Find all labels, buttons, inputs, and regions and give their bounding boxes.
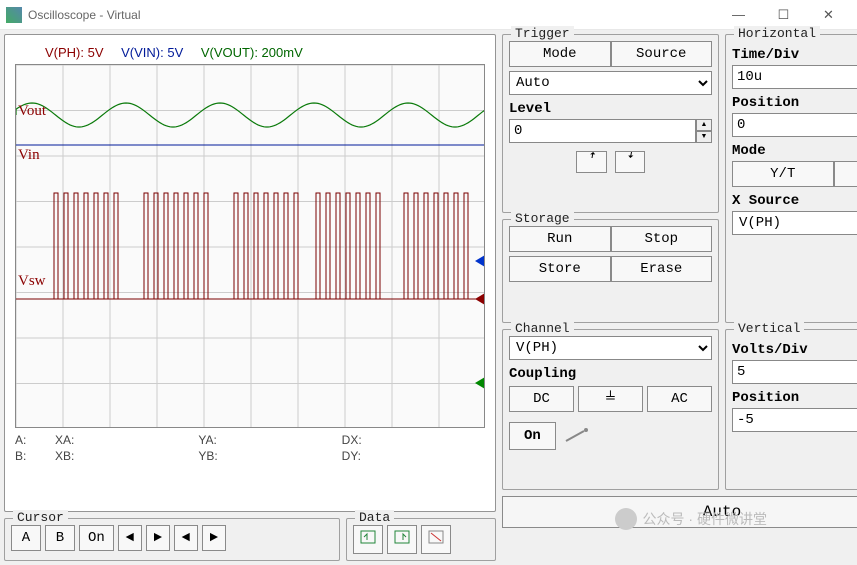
- coupling-ac-button[interactable]: AC: [647, 386, 712, 412]
- label-vout: Vout: [18, 103, 46, 120]
- storage-legend: Storage: [511, 211, 574, 226]
- channel-select[interactable]: V(PH): [509, 336, 712, 360]
- coupling-gnd-button[interactable]: ╧: [578, 386, 643, 412]
- stop-button[interactable]: Stop: [611, 226, 713, 252]
- hpos-input[interactable]: [732, 113, 857, 137]
- vertical-panel: Vertical Volts/Div ▲▼ Position ▲▼: [725, 329, 857, 490]
- data-panel: Data: [346, 518, 496, 561]
- scope-frame: V(PH): 5V V(VIN): 5V V(VOUT): 200mV Vout…: [4, 34, 496, 512]
- data-legend: Data: [355, 510, 394, 525]
- cursor-a-button[interactable]: A: [11, 525, 41, 551]
- app-icon: [6, 7, 22, 23]
- hmode-label: Mode: [732, 143, 857, 159]
- legend-ph: V(PH): 5V: [45, 45, 104, 60]
- trigger-source-button[interactable]: Source: [611, 41, 713, 67]
- probe-icon[interactable]: [564, 427, 592, 445]
- storage-panel: Storage Run Stop Store Erase: [502, 219, 719, 322]
- auto-button[interactable]: Auto: [502, 496, 857, 528]
- cursor-left-coarse-icon[interactable]: ◄: [118, 525, 142, 551]
- channel-on-button[interactable]: On: [509, 422, 556, 450]
- mode-yt-button[interactable]: Y/T: [732, 161, 834, 187]
- cursor-on-button[interactable]: On: [79, 525, 114, 551]
- trigger-legend: Trigger: [511, 26, 574, 41]
- trigger-mode-button[interactable]: Mode: [509, 41, 611, 67]
- data-save-icon[interactable]: [353, 525, 383, 554]
- readout-yb: YB:: [198, 448, 341, 464]
- horizontal-panel: Horizontal Time/Div ▲▼ Position ▲▼ Mode …: [725, 34, 857, 323]
- erase-button[interactable]: Erase: [611, 256, 713, 282]
- store-button[interactable]: Store: [509, 256, 611, 282]
- channel-legend: Channel: [511, 321, 574, 336]
- vpos-input[interactable]: [732, 408, 857, 432]
- data-clear-icon[interactable]: [421, 525, 451, 554]
- trigger-level-down-icon[interactable]: ▼: [696, 131, 712, 143]
- readout-dx: DX:: [342, 432, 485, 448]
- readout-b-lbl: B:: [15, 448, 55, 464]
- trigger-mode-select[interactable]: Auto: [509, 71, 712, 95]
- voltsdiv-input[interactable]: [732, 360, 857, 384]
- mode-yx-button[interactable]: Y/X: [834, 161, 857, 187]
- readout-ya: YA:: [198, 432, 341, 448]
- trace-marker: [475, 293, 485, 305]
- readout-xb: XB:: [55, 448, 198, 464]
- xsource-select[interactable]: V(PH): [732, 211, 857, 235]
- trigger-rising-edge-icon[interactable]: ꜛ: [576, 151, 606, 173]
- horizontal-legend: Horizontal: [734, 26, 820, 41]
- trigger-falling-edge-icon[interactable]: ꜜ: [615, 151, 645, 173]
- xsource-label: X Source: [732, 193, 857, 209]
- label-vin: Vin: [18, 147, 40, 164]
- hpos-label: Position: [732, 95, 857, 111]
- label-vsw: Vsw: [18, 273, 46, 290]
- scope-display[interactable]: Vout Vin Vsw: [15, 64, 485, 428]
- cursor-readout: A: XA: YA: DX: B: XB: YB: DY:: [15, 432, 485, 464]
- legend-vin: V(VIN): 5V: [121, 45, 183, 60]
- trace-marker: [475, 377, 485, 389]
- run-button[interactable]: Run: [509, 226, 611, 252]
- window-title: Oscilloscope - Virtual: [28, 8, 716, 22]
- trace-legend: V(PH): 5V V(VIN): 5V V(VOUT): 200mV: [45, 45, 485, 60]
- cursor-left-fine-icon[interactable]: ◄: [174, 525, 198, 551]
- trigger-level-label: Level: [509, 101, 712, 117]
- cursor-right-coarse-icon[interactable]: ►: [146, 525, 170, 551]
- readout-a-lbl: A:: [15, 432, 55, 448]
- readout-dy: DY:: [342, 448, 485, 464]
- trigger-level-input[interactable]: [509, 119, 696, 143]
- cursor-legend: Cursor: [13, 510, 68, 525]
- timediv-label: Time/Div: [732, 47, 857, 63]
- cursor-right-fine-icon[interactable]: ►: [202, 525, 226, 551]
- cursor-b-button[interactable]: B: [45, 525, 75, 551]
- vertical-legend: Vertical: [734, 321, 804, 336]
- cursor-panel: Cursor A B On ◄ ► ◄ ►: [4, 518, 340, 561]
- data-open-icon[interactable]: [387, 525, 417, 554]
- channel-panel: Channel V(PH) Coupling DC ╧ AC On: [502, 329, 719, 490]
- coupling-dc-button[interactable]: DC: [509, 386, 574, 412]
- trigger-level-up-icon[interactable]: ▲: [696, 119, 712, 131]
- readout-xa: XA:: [55, 432, 198, 448]
- titlebar: Oscilloscope - Virtual — ☐ ✕: [0, 0, 857, 30]
- trigger-panel: Trigger Mode Source Auto Level ▲▼ ꜛ ꜜ: [502, 34, 719, 213]
- coupling-label: Coupling: [509, 366, 712, 382]
- timediv-input[interactable]: [732, 65, 857, 89]
- legend-vout: V(VOUT): 200mV: [201, 45, 303, 60]
- trace-marker: [475, 255, 485, 267]
- voltsdiv-label: Volts/Div: [732, 342, 857, 358]
- scope-canvas: [16, 65, 485, 428]
- vpos-label: Position: [732, 390, 857, 406]
